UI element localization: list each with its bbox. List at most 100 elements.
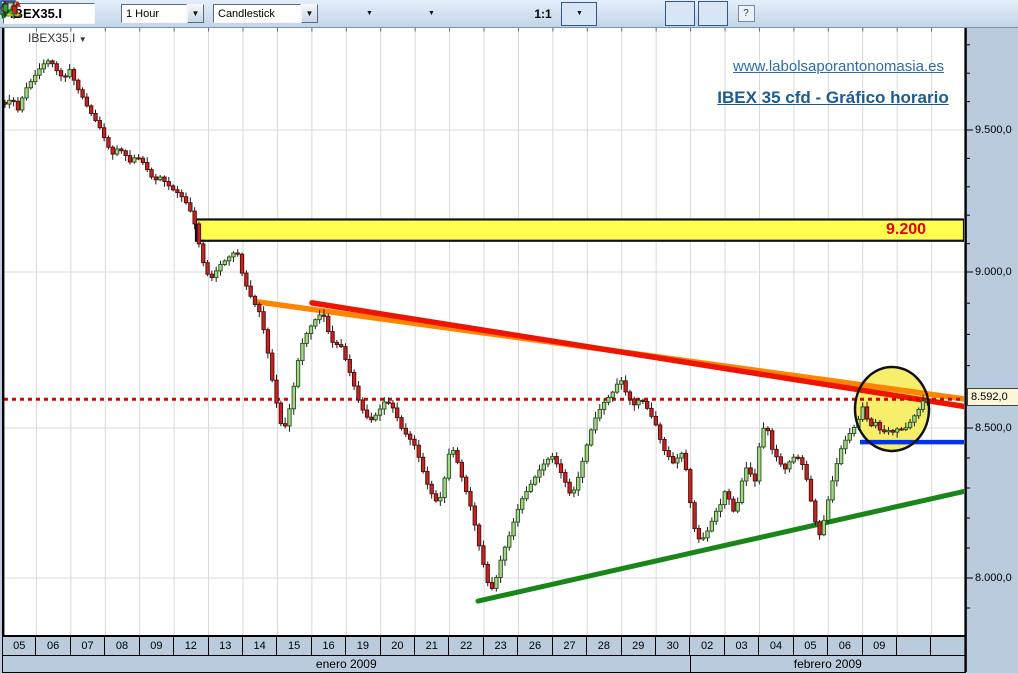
candle-body [399,417,404,429]
candle-body [912,415,917,423]
delete-all-button[interactable]: ! [0,2,655,26]
x-axis-day-cell: 19 [346,637,381,655]
grid-tool-button[interactable] [1,1,412,26]
candle-body [808,478,814,502]
crosshair-tool-button[interactable]: ▼ [1,1,385,26]
candle-body [162,176,167,182]
candle-body [882,429,887,433]
candle-body [175,189,180,194]
y-axis-label: 8.500,0 [975,421,1012,434]
cursor-tool-button[interactable] [2,0,350,26]
candle-body [214,270,219,278]
candle-body [63,75,68,78]
candle-body [369,416,374,421]
chart-type-select[interactable]: Candlestick ▼ [0,1,318,23]
x-axis-day-cell: 15 [277,637,312,655]
chart-symbol-label[interactable]: IBEX35.I ▼ [28,31,87,45]
resistance-band[interactable] [194,218,964,242]
candle-body [481,545,486,565]
x-axis-day-cell: 29 [622,637,657,655]
candle-body [183,196,189,204]
candle-body [67,69,72,78]
chart-type-value: Candlestick [218,7,275,20]
candle-body [619,380,624,385]
candle-body [188,202,193,212]
candle-body [653,415,658,426]
info-tool-button[interactable]: i [0,0,474,26]
candle-body [339,344,344,348]
candle-body [123,150,128,156]
support-trendline[interactable] [475,488,966,604]
candle-body [412,438,417,446]
candle-body [864,406,870,420]
candle-body [110,146,115,155]
candle-body [239,253,245,274]
candle-body [446,453,452,479]
candle-body [464,476,469,493]
x-axis-day-cell: 20 [381,637,416,655]
y-axis-label: 9.500,0 [975,123,1012,136]
candle-body [696,528,702,540]
eraser-tool-button[interactable] [0,1,624,26]
highlight-circle[interactable] [853,365,931,453]
link-windows-icon[interactable] [0,0,112,22]
x-axis-day-cell: 16 [312,637,347,655]
candle-body [511,521,516,537]
candle-body [601,401,607,410]
line-tool-button[interactable]: ▼ [2,1,597,26]
help-button[interactable]: ? [734,2,758,26]
chevron-down-icon[interactable]: ▼ [301,4,318,23]
candle-body [739,480,745,503]
candle-body [502,546,508,561]
chart-style-button[interactable] [2,1,728,26]
candle-body [920,400,926,410]
candle-body [890,430,896,433]
symbol-input[interactable]: IBEX35.I [3,3,95,24]
chevron-down-icon[interactable]: ▼ [187,4,204,23]
indicator-tool-button[interactable]: ▼ [0,2,447,26]
candle-body [688,469,693,504]
candle-body [748,467,753,475]
candle-body [813,500,818,523]
x-axis-day-cell [897,637,932,655]
timeframe-select[interactable]: 1 Hour ▼ [121,4,204,23]
candle-body [270,352,275,381]
candle-body [360,399,365,411]
x-axis-day-cell: 21 [415,637,450,655]
candle-body [416,444,421,458]
candle-body [774,448,779,458]
candle-body [847,433,852,441]
candle-body [334,341,340,346]
candle-body [606,397,611,403]
candle-body [524,490,529,500]
x-axis-day-cell: 07 [71,637,106,655]
candle-body [304,333,309,344]
candle-body [377,408,383,416]
candle-body [364,409,370,418]
candle-body [24,87,29,99]
candle-body [166,181,171,187]
candle-body [532,476,538,485]
candle-body [787,461,792,470]
candle-body [351,371,357,387]
candle-body [433,493,439,502]
fit-chart-button[interactable] [1,1,695,26]
candle-body [800,457,805,465]
add-window-button[interactable] [0,1,501,26]
help-icon: ? [737,5,755,22]
x-axis-days: 05 06 07 08 09 12 13 14 15 16 19 20 21 22 23 26 27 28 29 30… [2,636,966,656]
candle-body [782,463,788,470]
candle-body [140,157,146,163]
zoom-tool-button[interactable] [1,1,528,26]
candle-body [295,360,301,387]
candle-body [838,448,844,465]
candle-body [114,148,120,155]
candle-body [89,105,94,114]
one-to-one-button[interactable]: 1:1 [534,6,552,21]
candle-body [731,498,736,512]
candle-body [218,264,223,272]
candle-body [252,295,258,305]
candle-body [28,81,34,89]
gridlines [2,28,966,635]
